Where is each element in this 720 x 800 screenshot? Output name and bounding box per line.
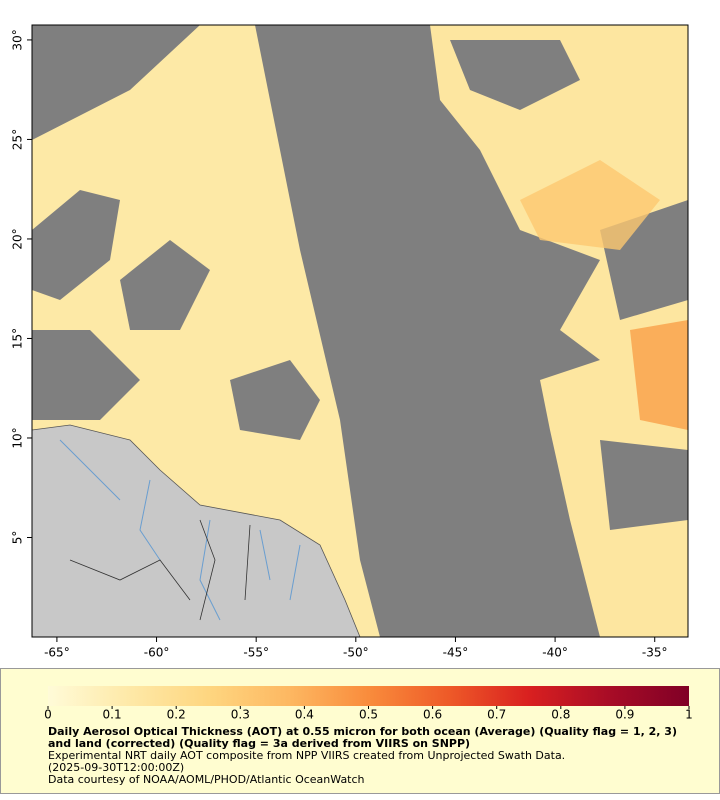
colorbar-tick-label: 0.5: [359, 708, 378, 722]
x-tick-label: -35°: [642, 646, 668, 660]
no-data: [230, 360, 320, 440]
colorbar-tick-label: 0: [44, 708, 52, 722]
colorbar-tick-label: 0.7: [487, 708, 506, 722]
colorbar-ramp: [48, 686, 689, 706]
colorbar-tick-label: 0.4: [295, 708, 314, 722]
y-tick-label: 25°: [11, 129, 25, 150]
x-tick-label: -40°: [542, 646, 568, 660]
land: [32, 424, 361, 637]
x-tick-label: -45°: [443, 646, 469, 660]
map-layers: [32, 25, 688, 637]
y-tick-label: 20°: [11, 228, 25, 249]
y-tick-label: 15°: [11, 328, 25, 349]
river: [59, 439, 301, 621]
aot-high: [520, 160, 660, 250]
no-data: [450, 40, 580, 110]
no-data: [32, 190, 120, 300]
border: [69, 519, 251, 621]
colorbar-tick-label: 0.8: [551, 708, 570, 722]
caption-title: Daily Aerosol Optical Thickness (AOT) at…: [48, 725, 677, 750]
frame: [31, 24, 689, 638]
colorbar-tick-label: 1: [685, 708, 693, 722]
no-data: [32, 330, 140, 420]
caption-subtitle: Experimental NRT daily AOT composite fro…: [48, 749, 566, 762]
x-tick-label: -60°: [144, 646, 170, 660]
colorbar: 0 0.1 0.2 0.3 0.4 0.5 0.6 0.7 0.8 0.9 1: [44, 686, 693, 722]
x-tick-label: -50°: [343, 646, 369, 660]
no-data: [120, 240, 210, 330]
colorbar-tick-label: 0.1: [103, 708, 122, 722]
colorbar-tick-label: 0.2: [167, 708, 186, 722]
no-data: [600, 440, 688, 530]
colorbar-tick-label: 0.9: [615, 708, 634, 722]
y-tick-label: 10°: [11, 427, 25, 448]
x-tick-label: -65°: [44, 646, 70, 660]
colorbar-tick-label: 0.3: [231, 708, 250, 722]
caption-credit: Data courtesy of NOAA/AOML/PHOD/Atlantic…: [48, 773, 365, 786]
x-tick-label: -55°: [243, 646, 269, 660]
y-tick-label: 5°: [11, 531, 25, 545]
aot-high: [630, 320, 688, 430]
y-tick-label: 30°: [11, 29, 25, 50]
caption-date: (2025-09-30T12:00:00Z): [48, 761, 185, 774]
legend-panel: 0 0.1 0.2 0.3 0.4 0.5 0.6 0.7 0.8 0.9 1 Daily Aero…: [0, 668, 720, 794]
colorbar-tick-label: 0.6: [423, 708, 442, 722]
map: -65° -60° -55° -50° -45° -40° -35° 5° 10° 15° 20° 2…: [11, 24, 689, 660]
